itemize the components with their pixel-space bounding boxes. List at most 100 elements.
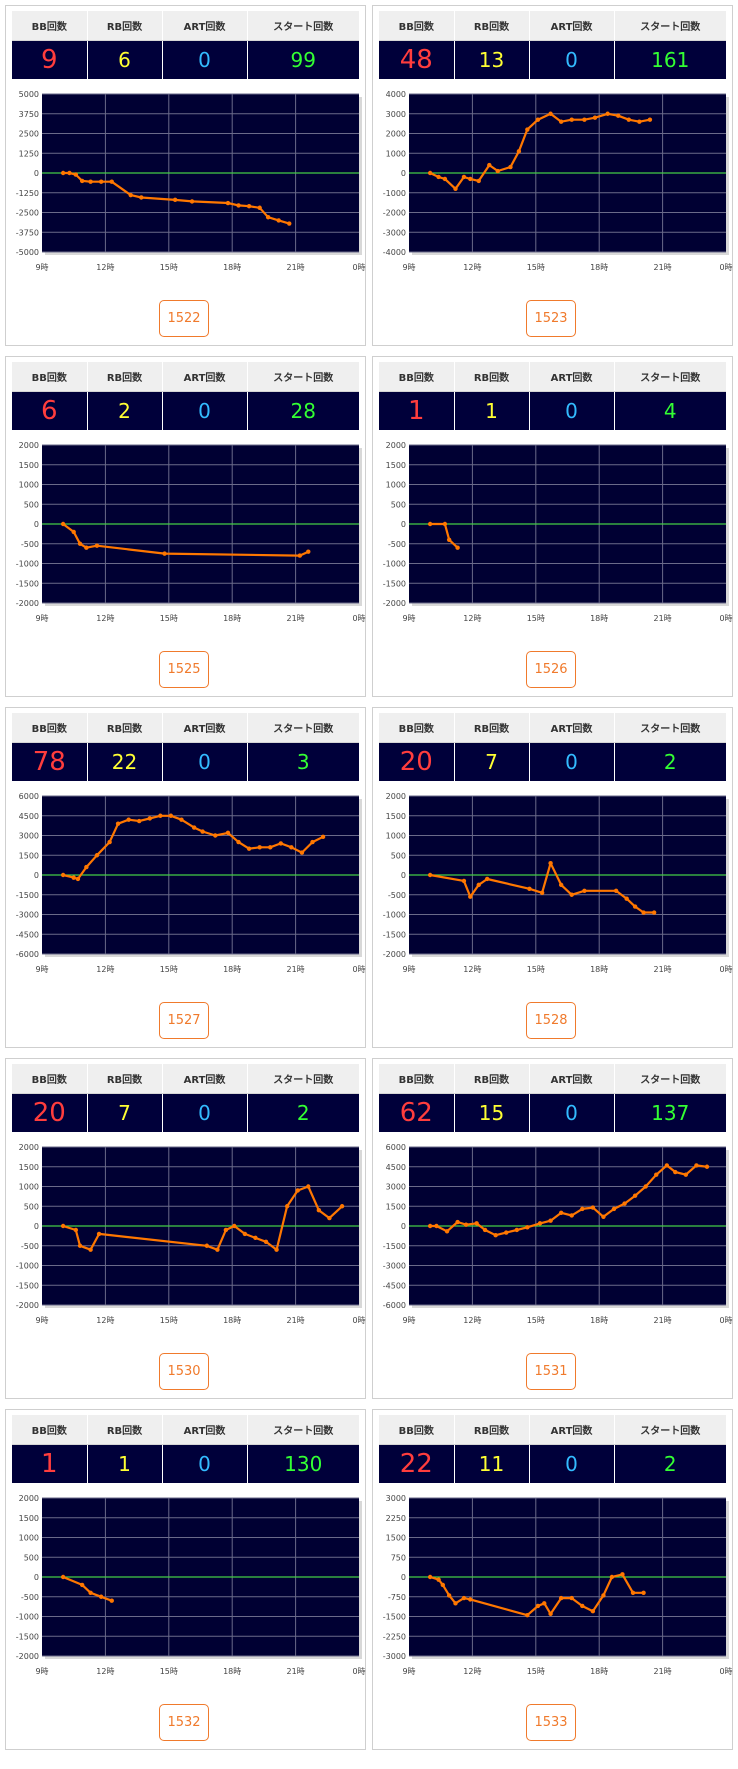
start-header: スタート回数 <box>246 1415 359 1445</box>
y-tick-label: -2500 <box>16 209 39 218</box>
data-point <box>60 872 66 878</box>
machine-number-button[interactable]: 1531 <box>526 1353 576 1390</box>
plot-shadow <box>359 1501 362 1659</box>
x-tick-label: 12時 <box>96 614 114 623</box>
x-tick-label: 0時 <box>719 614 732 623</box>
x-tick-label: 15時 <box>160 1316 178 1325</box>
data-point <box>236 203 241 208</box>
data-point <box>641 1590 646 1595</box>
y-tick-label: -2000 <box>383 950 406 959</box>
machine-number-button[interactable]: 1523 <box>526 300 576 337</box>
series-line <box>61 522 310 557</box>
x-tick-label: 21時 <box>287 1667 305 1676</box>
data-point <box>88 179 93 184</box>
balance-chart: 5000 3750 2500 1250 0 -1250 -2500 -3750 -5000 9時 1… <box>16 90 366 272</box>
data-point <box>427 1574 433 1580</box>
start-header: スタート回数 <box>246 713 359 743</box>
data-point <box>590 1205 596 1210</box>
data-point <box>601 1593 606 1598</box>
stats-table: BB回数 RB回数 ART回数 スタート回数 1 1 0 4 <box>379 362 726 430</box>
data-point <box>60 1574 66 1580</box>
data-point <box>225 830 231 836</box>
art-count: 0 <box>528 1093 614 1132</box>
y-tick-label: 750 <box>391 1553 406 1562</box>
bb-count: 1 <box>379 391 454 430</box>
data-point <box>542 1601 547 1606</box>
rb-count: 1 <box>86 1444 162 1483</box>
data-point <box>630 1590 636 1595</box>
art-header: ART回数 <box>528 11 614 41</box>
bb-count: 20 <box>12 1093 87 1132</box>
data-point <box>558 882 564 888</box>
art-count: 0 <box>161 742 247 781</box>
rb-count: 13 <box>453 40 529 79</box>
y-tick-label: -1500 <box>16 891 39 900</box>
data-point <box>582 117 587 122</box>
machine-number-button[interactable]: 1533 <box>526 1704 576 1741</box>
data-point <box>253 1235 258 1241</box>
x-tick-label: 18時 <box>223 263 241 272</box>
x-tick-label: 21時 <box>287 614 305 623</box>
data-point <box>60 170 66 176</box>
data-point <box>664 1163 670 1168</box>
y-tick-label: 2000 <box>19 441 39 450</box>
x-tick-label: 21時 <box>287 263 305 272</box>
machine-number-button[interactable]: 1528 <box>526 1002 576 1039</box>
data-point <box>468 894 473 899</box>
data-point <box>327 1215 332 1221</box>
machine-number-button[interactable]: 1532 <box>159 1704 209 1741</box>
data-point <box>236 839 241 845</box>
start-count: 161 <box>613 40 726 79</box>
machine-number-button[interactable]: 1522 <box>159 300 209 337</box>
machine-number-button[interactable]: 1530 <box>159 1353 209 1390</box>
data-point <box>673 1169 678 1175</box>
machine-card: BB回数 RB回数 ART回数 スタート回数 20 7 0 2 2000 1500 1000 500 0… <box>5 1058 366 1399</box>
data-point <box>525 1225 530 1230</box>
y-tick-label: 0 <box>34 1222 39 1231</box>
data-point <box>569 1213 574 1218</box>
x-tick-label: 0時 <box>352 1316 365 1325</box>
machine-number-button[interactable]: 1525 <box>159 651 209 688</box>
data-point <box>436 174 441 180</box>
y-tick-label: 1000 <box>386 149 406 158</box>
balance-chart: 6000 4500 3000 1500 0 -1500 -3000 -4500 -6000 9時 1… <box>16 792 366 974</box>
data-point <box>569 117 574 122</box>
start-count: 2 <box>246 1093 359 1132</box>
data-point <box>569 892 574 897</box>
start-header: スタート回数 <box>246 11 359 41</box>
machine-number-button[interactable]: 1527 <box>159 1002 209 1039</box>
x-tick-label: 12時 <box>96 1316 114 1325</box>
data-point <box>525 127 530 132</box>
start-count: 4 <box>613 391 726 430</box>
y-tick-label: 2500 <box>19 130 39 139</box>
plot-shadow <box>726 1150 729 1308</box>
x-tick-label: 18時 <box>223 965 241 974</box>
x-tick-label: 21時 <box>287 965 305 974</box>
machine-number-button[interactable]: 1526 <box>526 651 576 688</box>
data-point <box>284 1204 290 1209</box>
x-tick-label: 15時 <box>527 614 545 623</box>
data-point <box>434 1223 439 1229</box>
bb-header: BB回数 <box>379 1064 454 1094</box>
rb-count: 15 <box>453 1093 529 1132</box>
y-tick-label: -3000 <box>16 911 39 920</box>
x-tick-label: 9時 <box>402 965 415 974</box>
y-tick-label: 1000 <box>386 481 406 490</box>
x-tick-label: 9時 <box>35 1316 48 1325</box>
rb-header: RB回数 <box>453 1415 529 1445</box>
plot-shadow <box>412 252 729 255</box>
data-point <box>637 119 642 124</box>
data-point <box>590 1609 596 1614</box>
data-point <box>75 876 81 882</box>
x-tick-label: 12時 <box>463 263 481 272</box>
balance-chart: 2000 1500 1000 500 0 -500 -1000 -1500 -2000 9時 12時… <box>16 441 366 623</box>
data-point <box>455 545 460 550</box>
x-tick-label: 18時 <box>590 965 608 974</box>
x-tick-label: 21時 <box>654 965 672 974</box>
x-tick-label: 0時 <box>719 263 732 272</box>
x-tick-label: 9時 <box>402 263 415 272</box>
art-count: 0 <box>161 40 247 79</box>
rb-header: RB回数 <box>86 1415 162 1445</box>
y-tick-label: 1500 <box>386 1534 406 1543</box>
y-tick-label: 0 <box>34 871 39 880</box>
